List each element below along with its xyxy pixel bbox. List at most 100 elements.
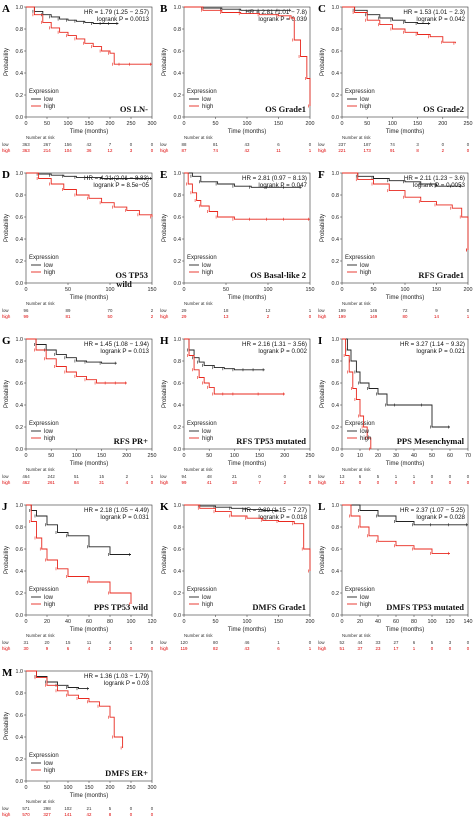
risk-count-low: 146 <box>370 308 378 313</box>
risk-count-high: 51 <box>340 646 345 651</box>
risk-title: Number at risk <box>26 135 55 140</box>
risk-count-high: 0 <box>467 480 470 485</box>
y-tick-label: 0.2 <box>174 591 182 597</box>
risk-row-label-high: high <box>2 148 11 153</box>
risk-count-low: 0 <box>442 142 445 147</box>
risk-count-high: 99 <box>24 314 29 319</box>
risk-count-high: 84 <box>74 480 79 485</box>
logrank-p: logrank P = 0.021 <box>416 348 465 355</box>
risk-count-high: 2 <box>442 148 445 153</box>
x-tick-label: 150 <box>97 453 106 459</box>
risk-count-high: 0 <box>151 480 154 485</box>
y-tick-label: 0.2 <box>174 425 182 431</box>
logrank-p: logrank P = 0.013 <box>100 348 149 355</box>
panel-letter: G <box>2 335 11 347</box>
y-tick-label: 0.8 <box>16 27 24 33</box>
risk-count-high: 0 <box>431 646 434 651</box>
x-tick-label: 0 <box>25 121 28 127</box>
x-tick-label: 200 <box>122 453 131 459</box>
risk-count-low: 18 <box>224 308 229 313</box>
y-tick-label: 0.6 <box>16 547 24 553</box>
plot-frame <box>25 338 153 450</box>
risk-row-label-high: high <box>318 314 327 319</box>
risk-count-high: 29 <box>182 314 187 319</box>
risk-count-high: 2 <box>284 480 287 485</box>
risk-count-low: 11 <box>87 640 92 645</box>
subgroup-label: OS Grade2 <box>423 104 464 114</box>
x-tick-label: 100 <box>428 619 437 625</box>
x-tick-label: 80 <box>411 619 417 625</box>
legend-label-high: high <box>44 270 55 276</box>
risk-count-high: 0 <box>130 812 133 817</box>
risk-count-high: 82 <box>213 646 218 651</box>
risk-count-high: 214 <box>43 148 51 153</box>
series-line-low <box>26 504 131 555</box>
y-axis-title: Probability <box>4 546 10 574</box>
series-line-high <box>184 6 311 106</box>
risk-count-low: 1 <box>130 640 133 645</box>
y-tick-label: 1.0 <box>16 503 24 509</box>
panel-letter: B <box>160 3 168 15</box>
risk-count-low: 5 <box>431 640 434 645</box>
risk-row-label-high: high <box>2 314 11 319</box>
legend-title: Expression <box>29 89 59 95</box>
x-tick-label: 250 <box>306 453 315 459</box>
y-tick-label: 0.2 <box>16 425 24 431</box>
logrank-p: logrank P = 0.018 <box>258 514 307 521</box>
y-tick-label: 0.6 <box>174 381 182 387</box>
y-tick-label: 0.8 <box>174 525 182 531</box>
risk-row-label-low: low <box>318 474 325 479</box>
hazard-ratio: HR = 1.53 (1.01 − 2.3) <box>403 9 465 16</box>
risk-count-low: 0 <box>130 806 133 811</box>
legend-label-low: low <box>360 429 370 435</box>
risk-count-high: 74 <box>213 148 218 153</box>
x-tick-label: 0 <box>25 287 28 293</box>
x-tick-label: 0 <box>25 453 28 459</box>
risk-row-label-high: high <box>160 148 169 153</box>
km-panel: L0.00.20.40.60.81.00 20 40 60 80 100 120 140Pro… <box>318 501 473 651</box>
panel-letter: D <box>2 169 10 181</box>
y-axis-title: Probability <box>320 214 326 242</box>
y-axis-title: Probability <box>162 48 168 76</box>
risk-count-low: 0 <box>431 474 434 479</box>
risk-count-low: 72 <box>403 308 408 313</box>
legend-title: Expression <box>345 89 375 95</box>
risk-count-high: 104 <box>64 148 72 153</box>
x-tick-label: 50 <box>364 121 370 127</box>
x-tick-label: 0 <box>341 121 344 127</box>
x-tick-label: 100 <box>401 287 410 293</box>
x-tick-label: 0 <box>183 121 186 127</box>
x-tick-label: 200 <box>106 121 115 127</box>
y-tick-label: 0.4 <box>332 71 340 77</box>
series-line-high <box>342 504 450 554</box>
risk-count-low: 21 <box>87 806 92 811</box>
risk-count-low: 3 <box>416 142 419 147</box>
legend-label-high: high <box>44 602 55 608</box>
legend-label-high: high <box>44 436 55 442</box>
legend-label-high: high <box>360 270 371 276</box>
x-axis-title: Time (months) <box>70 793 108 799</box>
y-tick-label: 0.0 <box>174 613 182 619</box>
y-tick-label: 0.6 <box>174 215 182 221</box>
risk-count-low: 0 <box>467 142 470 147</box>
risk-count-low: 0 <box>151 806 154 811</box>
y-tick-label: 1.0 <box>174 337 182 343</box>
hazard-ratio: HR = 2.37 (1.07 − 5.25) <box>400 507 465 514</box>
legend-label-low: low <box>44 595 54 601</box>
risk-count-low: 1 <box>395 474 398 479</box>
y-tick-label: 1.0 <box>332 5 340 11</box>
x-axis-title: Time (months) <box>70 295 108 301</box>
risk-count-high: 23 <box>376 646 381 651</box>
risk-count-high: 12 <box>108 148 113 153</box>
x-tick-label: 300 <box>148 785 157 791</box>
y-tick-label: 0.4 <box>332 237 340 243</box>
x-tick-label: 0 <box>25 619 28 625</box>
x-tick-label: 200 <box>106 785 115 791</box>
risk-count-low: 70 <box>108 308 113 313</box>
risk-count-low: 33 <box>376 640 381 645</box>
y-axis-title: Probability <box>4 712 10 740</box>
risk-title: Number at risk <box>26 467 55 472</box>
x-tick-label: 0 <box>341 619 344 625</box>
x-axis-title: Time (months) <box>228 129 266 135</box>
risk-count-low: 94 <box>182 474 187 479</box>
